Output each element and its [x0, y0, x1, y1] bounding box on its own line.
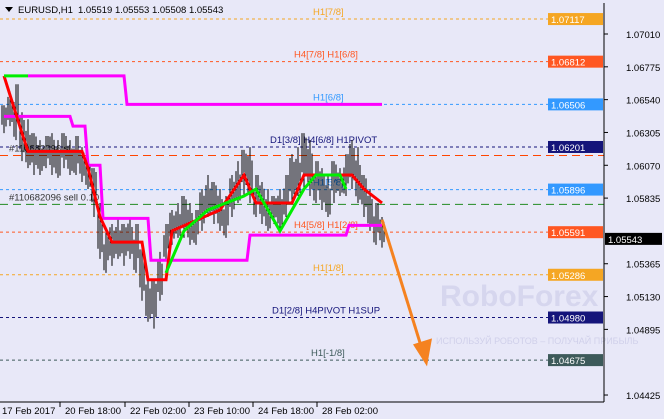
current-price-tag [605, 232, 662, 245]
order-label: #110682096 sell 0.10 [9, 192, 99, 203]
price-tag [548, 268, 603, 281]
price-tag-label: 1.07117 [551, 15, 585, 26]
y-tick-label: 1.05130 [626, 293, 660, 304]
y-tick-label: 1.06540 [626, 96, 660, 107]
chart-ohlc: 1.05519 1.05553 1.05508 1.05543 [78, 5, 223, 16]
level-label: H4[5/8] H1[2/8] [294, 220, 358, 231]
y-tick-label: 1.05835 [626, 194, 660, 205]
x-tick-label: 28 Feb 02:00 [322, 406, 378, 417]
x-tick-label: 24 Feb 18:00 [258, 406, 314, 417]
x-tick-label: 17 Feb 2017 [2, 406, 55, 417]
level-label: H4[7/8] H1[6/8] [294, 50, 358, 61]
price-tag [548, 226, 603, 239]
chart-symbol: EURUSD,H1 [18, 5, 73, 16]
y-tick-label: 1.05365 [626, 260, 660, 271]
price-tag-label: 1.06506 [551, 100, 585, 111]
price-tag [548, 140, 603, 153]
price-tag-label: 1.06201 [551, 143, 585, 154]
x-tick-label: 22 Feb 02:00 [130, 406, 186, 417]
indicator-line [164, 173, 348, 274]
level-label: H1[6/8] [313, 92, 344, 103]
price-tag [548, 354, 603, 367]
watermark-subtitle: ИСПОЛЬЗУЙ РОБОТОВ – ПОЛУЧАЙ ПРИБЫЛЬ [436, 335, 638, 346]
level-label: D1[2/8] H4PIVOT H1SUP [272, 306, 380, 317]
forecast-arrow [380, 219, 425, 353]
y-tick-label: 1.07010 [626, 30, 660, 41]
indicator-line [4, 114, 382, 262]
price-tag-label: 1.05286 [551, 271, 585, 282]
watermark: RoboForex [440, 280, 599, 313]
indicator-line [2, 75, 383, 282]
price-tag-label: 1.04675 [551, 356, 585, 367]
indicator-line [28, 74, 382, 106]
level-label: H1[1/8] [313, 263, 344, 274]
y-tick-label: 1.06775 [626, 63, 660, 74]
current-price-label: 1.05543 [608, 235, 642, 246]
level-label: H1[-1/8] [311, 348, 345, 359]
dropdown-triangle-icon[interactable] [5, 7, 13, 12]
y-tick-label: 1.06070 [626, 161, 660, 172]
price-tag [548, 183, 603, 196]
arrow-head-icon [413, 338, 432, 367]
price-tag-label: 1.06812 [551, 58, 585, 69]
y-tick-label: 1.06305 [626, 128, 660, 139]
price-tag [548, 311, 603, 324]
x-tick-label: 23 Feb 10:00 [194, 406, 250, 417]
price-tag [548, 13, 603, 26]
price-tag-label: 1.05591 [551, 228, 585, 239]
y-tick-label: 1.04425 [626, 391, 660, 402]
level-label: D1[3/8] H4[6/8] H1PIVOT [270, 135, 377, 146]
y-tick-label: 1.04895 [626, 325, 660, 336]
price-tag [548, 55, 603, 68]
price-tag [548, 98, 603, 111]
level-label: H1[7/8] [313, 7, 344, 18]
x-tick-label: 20 Feb 18:00 [65, 406, 121, 417]
price-tag-label: 1.04980 [551, 314, 585, 325]
price-tag-label: 1.05896 [551, 186, 585, 197]
